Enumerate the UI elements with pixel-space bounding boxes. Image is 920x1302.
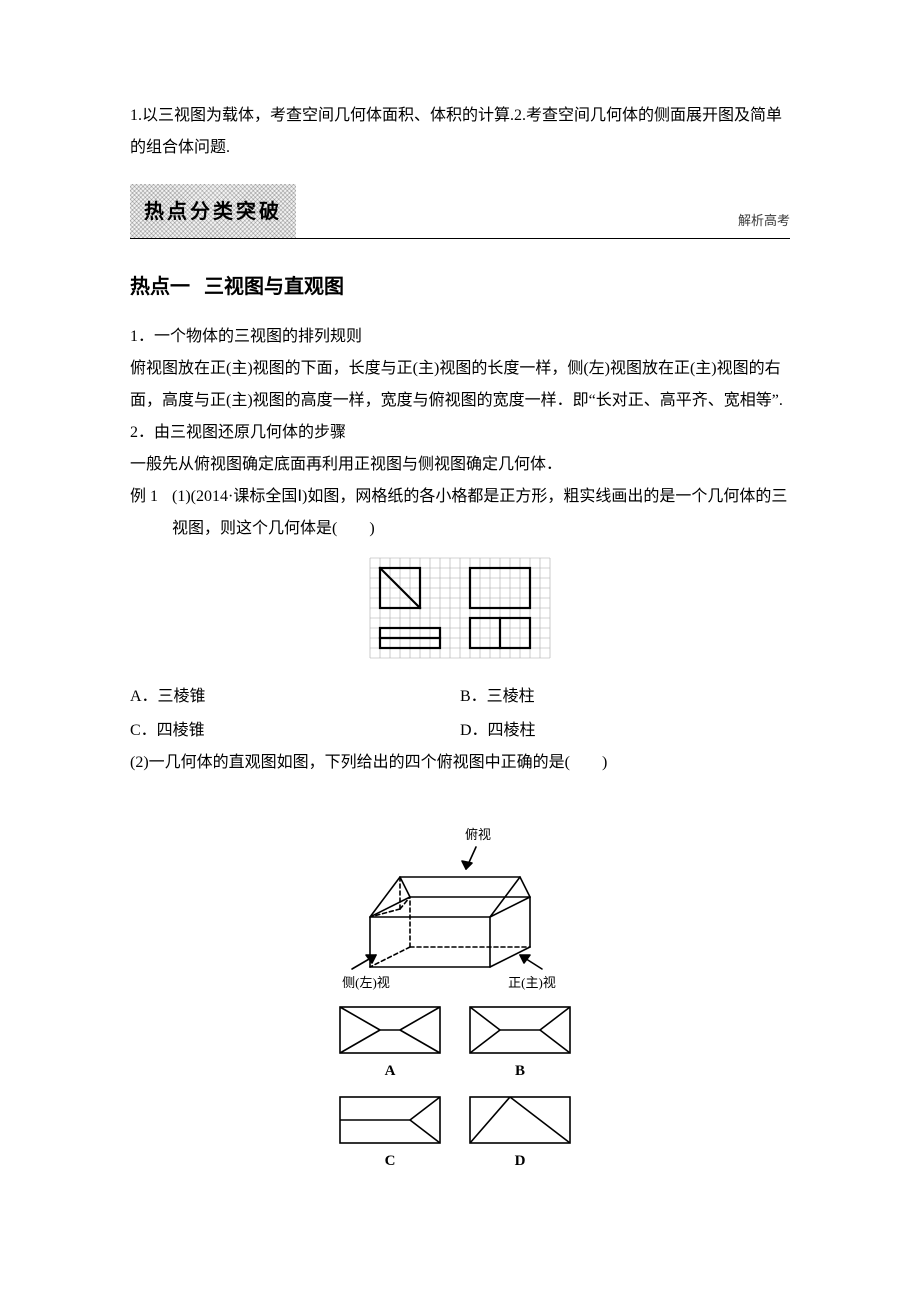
example1-q1: 例 1 (1)(2014·课标全国Ⅰ)如图，网格纸的各小格都是正方形，粗实线画出…: [130, 481, 790, 545]
fig2-label-top: 俯视: [465, 827, 491, 842]
q1-options-row2: C．四棱锥 D．四棱柱: [130, 715, 790, 747]
section-band-right: 解析高考: [738, 208, 790, 238]
rule1-body: 俯视图放在正(主)视图的下面，长度与正(主)视图的长度一样，侧(左)视图放在正(…: [130, 353, 790, 417]
intro-text: 1.以三视图为载体，考查空间几何体面积、体积的计算.2.考查空间几何体的侧面展开…: [130, 100, 790, 164]
rule2-head: 2．由三视图还原几何体的步骤: [130, 417, 790, 449]
figure-1: [130, 553, 790, 677]
topic-index: 热点一: [130, 276, 190, 298]
fig2-opt-c: C: [385, 1153, 396, 1169]
fig2-opt-b: B: [515, 1063, 525, 1079]
example1-q2-text: (2)一几何体的直观图如图，下列给出的四个俯视图中正确的是( ): [130, 747, 790, 779]
rule1-head: 1．一个物体的三视图的排列规则: [130, 321, 790, 353]
q1-opt-d: D．四棱柱: [460, 715, 790, 747]
figure-2: 俯视 侧(左)视 正(主)视 A B: [130, 787, 790, 1189]
q1-opt-a: A．三棱锥: [130, 681, 460, 713]
section-band: 热点分类突破 解析高考: [130, 184, 790, 239]
example1-q1-text: (1)(2014·课标全国Ⅰ)如图，网格纸的各小格都是正方形，粗实线画出的是一个…: [172, 481, 790, 545]
topic-title: 热点一三视图与直观图: [130, 267, 790, 307]
rule2-body: 一般先从俯视图确定底面再利用正视图与侧视图确定几何体．: [130, 449, 790, 481]
example-label: 例 1: [130, 481, 158, 545]
fig2-opt-a: A: [385, 1063, 396, 1079]
q1-opt-b: B．三棱柱: [460, 681, 790, 713]
q1-opt-c: C．四棱锥: [130, 715, 460, 747]
fig2-opt-d: D: [515, 1153, 526, 1169]
topic-name: 三视图与直观图: [204, 276, 344, 298]
fig2-label-left: 侧(左)视: [342, 975, 390, 990]
fig2-label-right: 正(主)视: [508, 975, 556, 990]
q1-options-row1: A．三棱锥 B．三棱柱: [130, 681, 790, 713]
section-band-title: 热点分类突破: [130, 184, 296, 238]
